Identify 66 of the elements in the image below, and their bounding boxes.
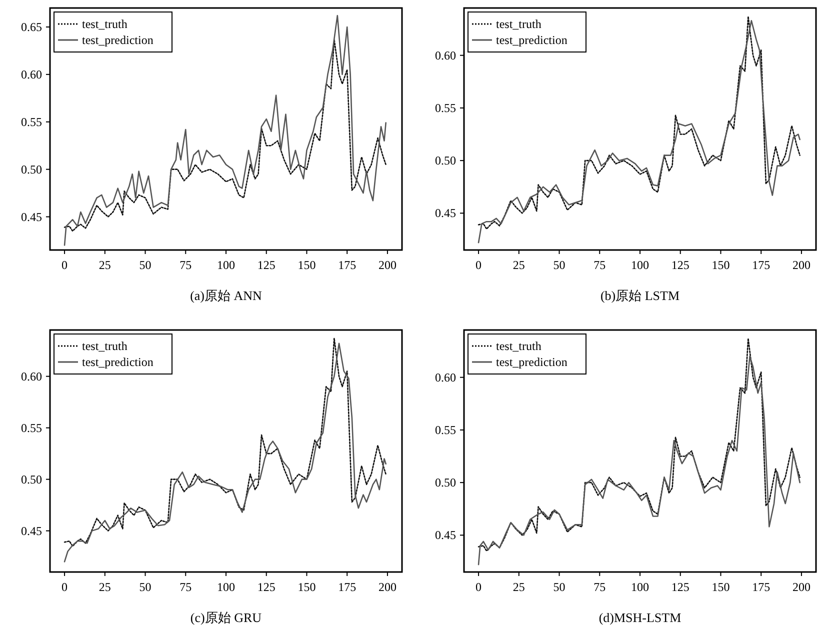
x-tick-label: 100 [217, 580, 235, 594]
legend-label: test_prediction [496, 33, 568, 47]
x-tick-label: 100 [631, 258, 649, 272]
y-tick-label: 0.45 [21, 524, 42, 538]
x-tick-label: 125 [257, 258, 276, 272]
x-tick-label: 50 [139, 258, 152, 272]
x-tick-label: 200 [378, 258, 396, 272]
legend-label: test_prediction [496, 355, 568, 369]
legend-label: test_prediction [82, 355, 154, 369]
y-tick-label: 0.45 [435, 528, 456, 542]
y-tick-label: 0.55 [21, 420, 42, 435]
legend-label: test_prediction [82, 33, 154, 47]
x-tick-label: 100 [217, 258, 235, 272]
legend-label: test_truth [82, 17, 128, 31]
x-tick-label: 75 [594, 580, 606, 594]
x-tick-label: 50 [139, 580, 152, 594]
x-tick-label: 175 [752, 258, 770, 272]
x-tick-label: 200 [792, 580, 810, 594]
y-tick-label: 0.65 [21, 20, 42, 34]
text: (b)原始 LSTM [600, 288, 680, 303]
y-tick-label: 0.55 [21, 114, 42, 129]
line-series [64, 14, 386, 246]
x-tick-label: 100 [631, 580, 649, 594]
x-tick-label: 75 [594, 258, 606, 272]
y-tick-label: 0.55 [435, 422, 456, 437]
x-tick-label: 175 [752, 580, 770, 594]
legend-label: test_truth [82, 339, 128, 353]
x-tick-label: 175 [338, 258, 356, 272]
y-tick-label: 0.50 [435, 476, 456, 490]
y-tick-label: 0.60 [21, 369, 42, 384]
legend-label: test_truth [496, 339, 542, 353]
text: (c)原始 GRU [190, 610, 262, 625]
x-tick-label: 150 [298, 580, 316, 594]
x-tick-label: 200 [792, 258, 810, 272]
y-tick-label: 0.60 [435, 48, 456, 62]
y-tick-label: 0.55 [435, 100, 456, 115]
x-tick-label: 150 [712, 580, 730, 594]
y-tick-label: 0.45 [435, 206, 456, 220]
x-tick-label: 50 [553, 580, 566, 594]
x-tick-label: 150 [298, 258, 316, 272]
x-tick-label: 25 [512, 580, 525, 594]
x-tick-label: 150 [712, 258, 730, 272]
text: (a)原始 ANN [190, 288, 263, 303]
x-tick-label: 0 [62, 580, 68, 594]
text: (d)MSH-LSTM [598, 610, 682, 625]
y-tick-label: 0.60 [435, 370, 456, 384]
x-tick-label: 0 [62, 258, 68, 272]
x-tick-label: 125 [671, 258, 690, 272]
x-tick-label: 0 [476, 258, 482, 272]
x-tick-label: 125 [257, 580, 276, 594]
x-tick-label: 50 [553, 258, 566, 272]
y-tick-label: 0.50 [21, 162, 42, 176]
x-tick-label: 25 [98, 258, 111, 272]
x-tick-label: 200 [378, 580, 396, 594]
legend-label: test_truth [496, 17, 542, 31]
x-tick-label: 125 [671, 580, 690, 594]
y-tick-label: 0.60 [21, 67, 42, 82]
x-tick-label: 75 [180, 258, 192, 272]
y-tick-label: 0.50 [21, 472, 42, 486]
x-tick-label: 25 [98, 580, 111, 594]
x-tick-label: 175 [338, 580, 356, 594]
x-tick-label: 25 [512, 258, 525, 272]
x-tick-label: 0 [476, 580, 482, 594]
y-tick-label: 0.45 [21, 210, 42, 224]
x-tick-label: 75 [180, 580, 192, 594]
y-tick-label: 0.50 [435, 154, 456, 168]
